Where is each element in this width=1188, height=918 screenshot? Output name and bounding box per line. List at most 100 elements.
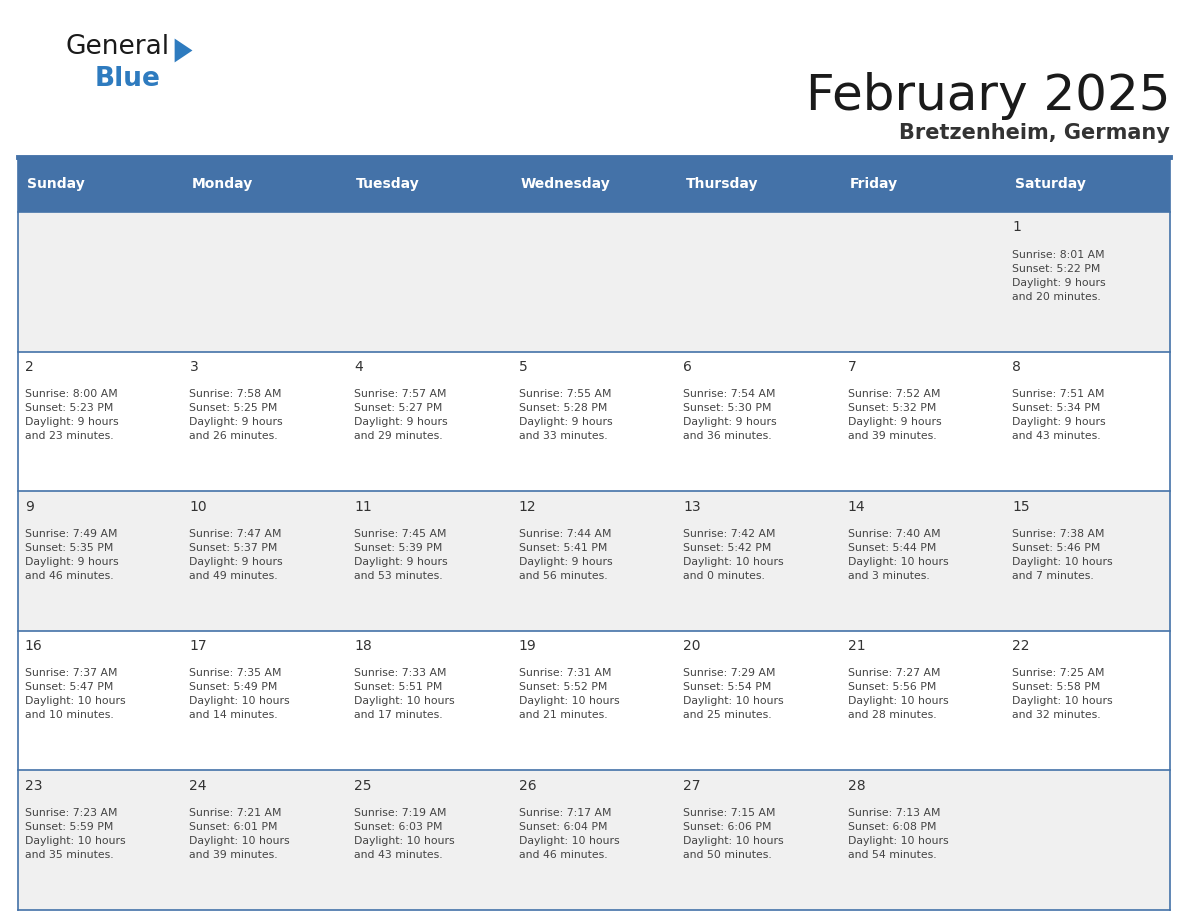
Text: February 2025: February 2025 xyxy=(805,73,1170,120)
Text: 17: 17 xyxy=(189,639,207,654)
Text: 18: 18 xyxy=(354,639,372,654)
Text: Sunrise: 7:37 AM
Sunset: 5:47 PM
Daylight: 10 hours
and 10 minutes.: Sunrise: 7:37 AM Sunset: 5:47 PM Dayligh… xyxy=(25,668,126,721)
Text: Wednesday: Wednesday xyxy=(520,177,611,192)
Text: 25: 25 xyxy=(354,778,372,793)
Text: Sunrise: 7:25 AM
Sunset: 5:58 PM
Daylight: 10 hours
and 32 minutes.: Sunrise: 7:25 AM Sunset: 5:58 PM Dayligh… xyxy=(1012,668,1113,721)
Text: 14: 14 xyxy=(848,499,865,513)
Text: Sunrise: 7:47 AM
Sunset: 5:37 PM
Daylight: 9 hours
and 49 minutes.: Sunrise: 7:47 AM Sunset: 5:37 PM Dayligh… xyxy=(189,529,283,581)
Bar xyxy=(841,157,1005,212)
Text: 21: 21 xyxy=(848,639,865,654)
Text: Thursday: Thursday xyxy=(685,177,758,192)
Text: 28: 28 xyxy=(848,778,865,793)
Bar xyxy=(183,631,347,770)
Bar xyxy=(18,491,183,631)
Text: Sunrise: 7:52 AM
Sunset: 5:32 PM
Daylight: 9 hours
and 39 minutes.: Sunrise: 7:52 AM Sunset: 5:32 PM Dayligh… xyxy=(848,389,941,442)
Bar xyxy=(841,491,1005,631)
Bar xyxy=(1005,770,1170,910)
Bar xyxy=(183,491,347,631)
Text: General: General xyxy=(65,34,170,60)
Text: Sunrise: 7:42 AM
Sunset: 5:42 PM
Daylight: 10 hours
and 0 minutes.: Sunrise: 7:42 AM Sunset: 5:42 PM Dayligh… xyxy=(683,529,784,581)
Bar xyxy=(676,770,841,910)
Text: Sunrise: 8:00 AM
Sunset: 5:23 PM
Daylight: 9 hours
and 23 minutes.: Sunrise: 8:00 AM Sunset: 5:23 PM Dayligh… xyxy=(25,389,119,442)
Text: 26: 26 xyxy=(519,778,536,793)
Text: 1: 1 xyxy=(1012,220,1022,234)
Bar xyxy=(1005,491,1170,631)
Text: Sunrise: 7:29 AM
Sunset: 5:54 PM
Daylight: 10 hours
and 25 minutes.: Sunrise: 7:29 AM Sunset: 5:54 PM Dayligh… xyxy=(683,668,784,721)
Bar xyxy=(18,157,183,212)
Text: Sunrise: 7:51 AM
Sunset: 5:34 PM
Daylight: 9 hours
and 43 minutes.: Sunrise: 7:51 AM Sunset: 5:34 PM Dayligh… xyxy=(1012,389,1106,442)
Text: Sunrise: 7:54 AM
Sunset: 5:30 PM
Daylight: 9 hours
and 36 minutes.: Sunrise: 7:54 AM Sunset: 5:30 PM Dayligh… xyxy=(683,389,777,442)
Bar xyxy=(183,770,347,910)
Bar xyxy=(18,352,183,491)
Text: 11: 11 xyxy=(354,499,372,513)
Bar xyxy=(347,631,512,770)
Text: Sunrise: 7:21 AM
Sunset: 6:01 PM
Daylight: 10 hours
and 39 minutes.: Sunrise: 7:21 AM Sunset: 6:01 PM Dayligh… xyxy=(189,808,290,860)
Text: Friday: Friday xyxy=(851,177,898,192)
Bar xyxy=(347,157,512,212)
Text: 16: 16 xyxy=(25,639,43,654)
Text: Sunrise: 7:33 AM
Sunset: 5:51 PM
Daylight: 10 hours
and 17 minutes.: Sunrise: 7:33 AM Sunset: 5:51 PM Dayligh… xyxy=(354,668,455,721)
Bar xyxy=(512,157,676,212)
Text: Sunrise: 7:23 AM
Sunset: 5:59 PM
Daylight: 10 hours
and 35 minutes.: Sunrise: 7:23 AM Sunset: 5:59 PM Dayligh… xyxy=(25,808,126,860)
Text: Sunrise: 7:27 AM
Sunset: 5:56 PM
Daylight: 10 hours
and 28 minutes.: Sunrise: 7:27 AM Sunset: 5:56 PM Dayligh… xyxy=(848,668,948,721)
Text: 24: 24 xyxy=(189,778,207,793)
Text: Sunrise: 7:57 AM
Sunset: 5:27 PM
Daylight: 9 hours
and 29 minutes.: Sunrise: 7:57 AM Sunset: 5:27 PM Dayligh… xyxy=(354,389,448,442)
Text: Saturday: Saturday xyxy=(1015,177,1086,192)
Bar xyxy=(183,157,347,212)
Text: 3: 3 xyxy=(189,360,198,374)
Text: Sunrise: 7:49 AM
Sunset: 5:35 PM
Daylight: 9 hours
and 46 minutes.: Sunrise: 7:49 AM Sunset: 5:35 PM Dayligh… xyxy=(25,529,119,581)
Text: 2: 2 xyxy=(25,360,33,374)
Text: Sunrise: 7:45 AM
Sunset: 5:39 PM
Daylight: 9 hours
and 53 minutes.: Sunrise: 7:45 AM Sunset: 5:39 PM Dayligh… xyxy=(354,529,448,581)
Bar xyxy=(512,770,676,910)
Bar xyxy=(347,212,512,352)
Text: Monday: Monday xyxy=(191,177,253,192)
Text: 20: 20 xyxy=(683,639,701,654)
Text: Sunrise: 7:55 AM
Sunset: 5:28 PM
Daylight: 9 hours
and 33 minutes.: Sunrise: 7:55 AM Sunset: 5:28 PM Dayligh… xyxy=(519,389,612,442)
Text: Sunrise: 7:58 AM
Sunset: 5:25 PM
Daylight: 9 hours
and 26 minutes.: Sunrise: 7:58 AM Sunset: 5:25 PM Dayligh… xyxy=(189,389,283,442)
Text: 9: 9 xyxy=(25,499,33,513)
Bar xyxy=(676,212,841,352)
Bar xyxy=(512,212,676,352)
Text: Sunrise: 7:15 AM
Sunset: 6:06 PM
Daylight: 10 hours
and 50 minutes.: Sunrise: 7:15 AM Sunset: 6:06 PM Dayligh… xyxy=(683,808,784,860)
Bar xyxy=(18,631,183,770)
Bar xyxy=(512,491,676,631)
Text: 8: 8 xyxy=(1012,360,1022,374)
Bar xyxy=(1005,157,1170,212)
Bar xyxy=(512,352,676,491)
Bar xyxy=(841,631,1005,770)
Text: 13: 13 xyxy=(683,499,701,513)
Text: Sunrise: 7:40 AM
Sunset: 5:44 PM
Daylight: 10 hours
and 3 minutes.: Sunrise: 7:40 AM Sunset: 5:44 PM Dayligh… xyxy=(848,529,948,581)
Bar xyxy=(18,770,183,910)
Text: Sunrise: 8:01 AM
Sunset: 5:22 PM
Daylight: 9 hours
and 20 minutes.: Sunrise: 8:01 AM Sunset: 5:22 PM Dayligh… xyxy=(1012,250,1106,302)
Bar xyxy=(676,631,841,770)
Text: 7: 7 xyxy=(848,360,857,374)
Text: 22: 22 xyxy=(1012,639,1030,654)
Text: Blue: Blue xyxy=(95,66,160,92)
Bar xyxy=(347,770,512,910)
Bar xyxy=(512,631,676,770)
Bar xyxy=(1005,212,1170,352)
Text: 4: 4 xyxy=(354,360,362,374)
Bar xyxy=(841,770,1005,910)
Text: Tuesday: Tuesday xyxy=(356,177,421,192)
Text: 6: 6 xyxy=(683,360,693,374)
Bar xyxy=(676,491,841,631)
Bar xyxy=(841,352,1005,491)
Text: 12: 12 xyxy=(519,499,536,513)
Text: 10: 10 xyxy=(189,499,207,513)
Text: Sunrise: 7:19 AM
Sunset: 6:03 PM
Daylight: 10 hours
and 43 minutes.: Sunrise: 7:19 AM Sunset: 6:03 PM Dayligh… xyxy=(354,808,455,860)
Text: Sunrise: 7:31 AM
Sunset: 5:52 PM
Daylight: 10 hours
and 21 minutes.: Sunrise: 7:31 AM Sunset: 5:52 PM Dayligh… xyxy=(519,668,619,721)
Bar xyxy=(183,212,347,352)
Text: 19: 19 xyxy=(519,639,536,654)
Text: 5: 5 xyxy=(519,360,527,374)
Text: 27: 27 xyxy=(683,778,701,793)
Bar xyxy=(18,212,183,352)
Bar xyxy=(1005,631,1170,770)
Bar xyxy=(183,352,347,491)
Text: Sunrise: 7:13 AM
Sunset: 6:08 PM
Daylight: 10 hours
and 54 minutes.: Sunrise: 7:13 AM Sunset: 6:08 PM Dayligh… xyxy=(848,808,948,860)
Bar xyxy=(1005,352,1170,491)
Bar xyxy=(347,352,512,491)
Text: 15: 15 xyxy=(1012,499,1030,513)
Text: Sunday: Sunday xyxy=(27,177,86,192)
Bar xyxy=(347,491,512,631)
